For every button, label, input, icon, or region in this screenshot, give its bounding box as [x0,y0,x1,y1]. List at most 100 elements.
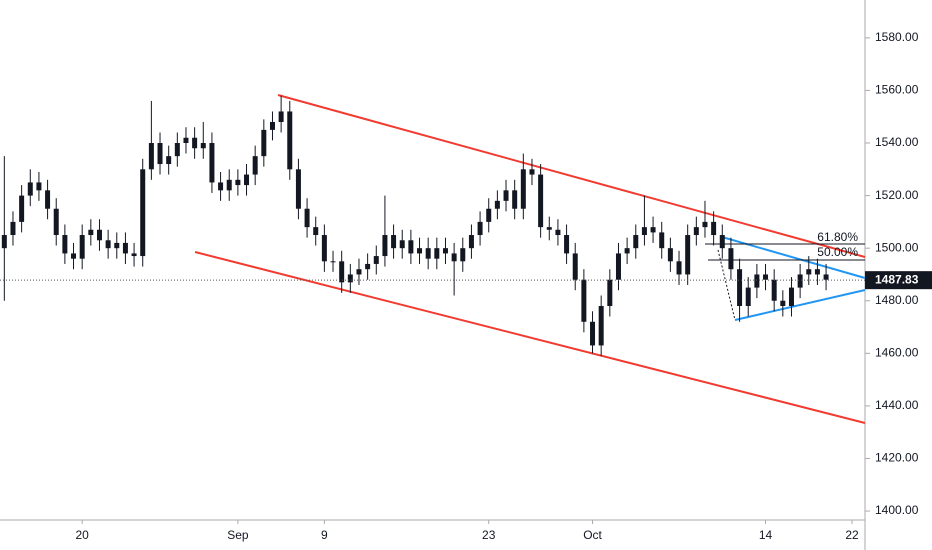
candle-body [659,232,665,249]
candle-body [780,300,786,307]
candle-body [633,235,639,249]
candle-body [88,229,94,236]
x-tick-label: 23 [482,528,496,542]
candle-body [10,221,16,236]
x-tick-label: 22 [845,528,859,542]
candle-body [408,240,414,254]
candle-body [192,137,198,149]
candle-body [313,227,319,236]
candle-body [615,253,621,280]
candle-body [763,274,769,280]
candle-body [269,121,275,130]
candle-body [607,279,613,307]
y-tick-label: 1560.00 [875,83,919,97]
candle-body [529,169,535,175]
candle-body [131,253,137,257]
candle-body [347,274,353,283]
candle-body [823,274,829,280]
candle-body [425,248,431,259]
last-price-label: 1487.83 [875,272,919,286]
candle-body [442,248,448,254]
candle-body [295,169,301,209]
candle-body [598,306,604,346]
x-tick-label: Sep [227,528,249,542]
candle-body [244,174,250,186]
candle-body [555,229,561,236]
x-tick-label: Oct [583,528,602,542]
candle-body [105,240,111,249]
candle-body [62,235,68,254]
candle-body [564,235,570,254]
candle-body [572,253,578,280]
candle-body [71,253,77,259]
candle-body [494,200,500,209]
candle-body [451,253,457,262]
candle-body [1,235,7,249]
candle-body [287,111,293,170]
candle-body [19,195,25,222]
candle-body [45,190,51,209]
candle-body [183,137,189,144]
y-tick-label: 1460.00 [875,345,919,359]
candle-body [166,156,172,165]
candle-body [53,208,59,236]
candle-body [356,269,362,275]
y-tick-label: 1520.00 [875,188,919,202]
candle-body [685,235,691,275]
candle-body [261,129,267,157]
y-tick-label: 1400.00 [875,503,919,517]
candle-body [122,242,128,254]
candle-body [148,143,154,170]
y-tick-label: 1420.00 [875,451,919,465]
y-tick-label: 1540.00 [875,135,919,149]
candle-body [728,248,734,270]
candle-body [814,269,820,275]
y-tick-label: 1580.00 [875,30,919,44]
candle-body [27,182,33,196]
candle-body [460,248,466,262]
candle-body [676,261,682,275]
candle-body [391,235,397,249]
candle-body [745,287,751,307]
candle-body [36,182,42,191]
candle-body [806,269,812,275]
candle-body [140,169,146,257]
candle-body [157,143,163,165]
candle-body [79,235,85,259]
candle-body [399,240,405,249]
candle-body [737,269,743,307]
candle-body [477,221,483,236]
candle-body [538,174,544,228]
fib-label: 50.00% [817,245,858,259]
y-tick-label: 1500.00 [875,240,919,254]
candle-body [339,261,345,283]
candle-body [200,143,206,149]
candle-body [434,248,440,259]
candle-body [174,143,180,157]
y-tick-label: 1480.00 [875,293,919,307]
x-tick-label: 9 [321,528,328,542]
candle-body [711,221,717,236]
fib-label: 61.80% [817,230,858,244]
candle-body [667,248,673,262]
candle-body [114,242,120,249]
y-tick-label: 1440.00 [875,398,919,412]
candle-body [702,221,708,228]
candle-body [641,227,647,236]
last-price-box [865,271,932,290]
candle-body [365,263,371,270]
candle-body [330,261,336,263]
candle-body [624,248,630,254]
candle-body [797,274,803,288]
candle-body [503,190,509,201]
candle-body [417,248,423,254]
candle-body [373,256,379,264]
candle-body [321,235,327,262]
candle-body [512,190,518,209]
candle-body [468,235,474,249]
channel-upper [277,94,866,258]
fib-trend [717,249,736,321]
x-tick-label: 14 [759,528,773,542]
candle-body [486,208,492,222]
